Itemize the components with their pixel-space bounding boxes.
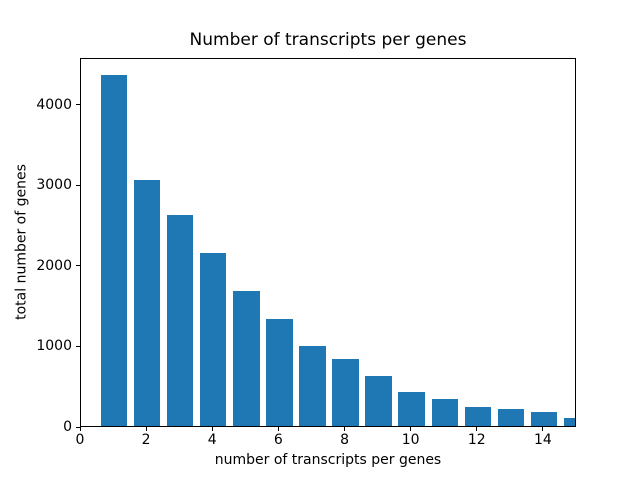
x-axis-label: number of transcripts per genes (214, 452, 442, 468)
y-tick-label-4000: 4000 (36, 96, 72, 113)
x-tick-mark-10 (410, 427, 412, 431)
x-tick-mark-8 (344, 427, 346, 431)
bar-x3 (166, 214, 194, 426)
x-tick-label-0: 0 (75, 432, 85, 448)
bar-x12 (464, 407, 492, 426)
x-tick-label-10: 10 (401, 432, 420, 448)
x-tick-mark-2 (145, 427, 147, 431)
y-tick-label-3000: 3000 (36, 177, 72, 194)
bar-x4 (200, 252, 227, 426)
y-tick-label-0: 0 (63, 419, 72, 435)
x-tick-mark-6 (277, 427, 279, 431)
bar-x14 (530, 411, 558, 426)
plot-area (80, 58, 576, 427)
bar-x8 (332, 358, 359, 426)
x-tick-mark-14 (542, 427, 544, 431)
x-tick-label-4: 4 (207, 432, 217, 448)
y-tick-label-2000: 2000 (36, 257, 72, 274)
bar-x11 (431, 398, 458, 426)
bar-x6 (266, 319, 293, 426)
x-tick-mark-12 (476, 427, 478, 431)
bar-x13 (497, 408, 525, 426)
bar-x5 (233, 291, 260, 426)
x-tick-label-14: 14 (534, 432, 552, 448)
y-tick-label-1000: 1000 (36, 338, 72, 355)
bar-x7 (299, 345, 326, 426)
x-tick-label-2: 2 (141, 432, 151, 448)
x-tick-label-12: 12 (467, 432, 486, 448)
bars-layer (81, 59, 575, 426)
bar-x1 (100, 74, 128, 426)
bar-x10 (398, 392, 425, 426)
x-tick-label-6: 6 (273, 432, 283, 448)
x-tick-mark-4 (211, 427, 213, 431)
x-tick-mark-0 (79, 427, 81, 431)
bar-x9 (365, 376, 392, 426)
y-axis-label: total number of genes (13, 164, 30, 320)
bar-x15 (563, 417, 575, 426)
bar-x2 (133, 180, 161, 426)
x-tick-label-8: 8 (340, 432, 349, 448)
chart-title: Number of transcripts per genes (189, 30, 467, 50)
